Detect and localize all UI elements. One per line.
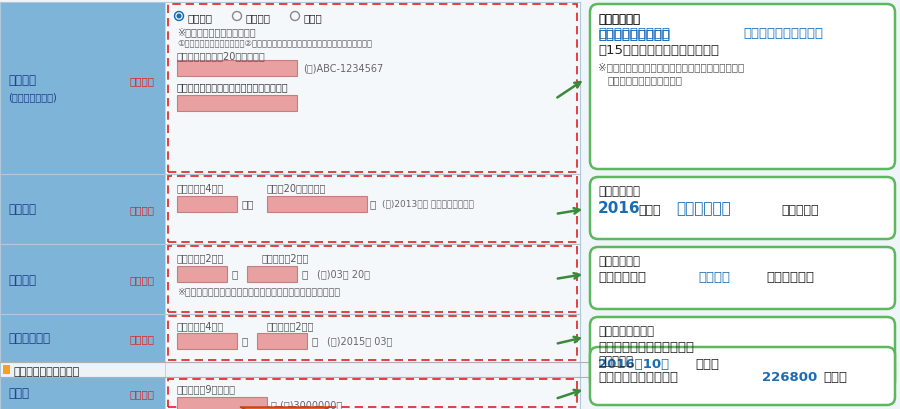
- FancyBboxPatch shape: [590, 317, 895, 389]
- Text: 卒業予定年月: 卒業予定年月: [8, 332, 50, 345]
- Text: 受講料全額（税込）: 受講料全額（税込）: [598, 370, 678, 383]
- Bar: [0, 314, 165, 362]
- Text: 【必須】: 【必須】: [130, 274, 155, 284]
- Text: 【必須】: 【必須】: [130, 76, 155, 86]
- Text: 期: 期: [370, 198, 376, 209]
- Bar: [177, 397, 267, 409]
- Bar: [168, 316, 577, 360]
- Text: ＜半角数字2桁＞: ＜半角数字2桁＞: [262, 252, 310, 262]
- Text: お借入れに関する事項: お借入れに関する事項: [14, 366, 80, 376]
- Text: 2016: 2016: [598, 200, 641, 216]
- Text: その他: その他: [303, 13, 322, 23]
- Text: 学籍番号にチェック: 学籍番号にチェック: [598, 29, 670, 42]
- Bar: [165, 3, 580, 175]
- Polygon shape: [240, 407, 330, 409]
- Text: 【必須】: 【必須】: [130, 333, 155, 343]
- Bar: [165, 245, 580, 314]
- Text: 学籍番号にチェック: 学籍番号にチェック: [598, 29, 670, 42]
- Text: (例)03月 20日: (例)03月 20日: [317, 268, 370, 278]
- Bar: [177, 196, 237, 213]
- Bar: [165, 314, 580, 362]
- Text: 確認のため再度ご入力をお願い致します。: 確認のため再度ご入力をお願い致します。: [177, 82, 289, 92]
- Text: ※「申込番号」は受講申込完了画面および自動返信: ※「申込番号」は受講申込完了画面および自動返信: [598, 62, 744, 72]
- Text: ＜全角20文字以内＞: ＜全角20文字以内＞: [267, 182, 327, 193]
- Text: ＜半角数字2桁＞: ＜半角数字2桁＞: [177, 252, 224, 262]
- Text: 実際の閉講日に関わらず、: 実際の閉講日に関わらず、: [598, 340, 694, 353]
- Circle shape: [176, 14, 182, 20]
- Text: 申込み日より: 申込み日より: [598, 270, 646, 283]
- Bar: [165, 377, 580, 409]
- Bar: [177, 96, 297, 112]
- Bar: [177, 61, 297, 77]
- Text: 日: 日: [301, 268, 307, 278]
- Text: 月: 月: [311, 335, 317, 345]
- Circle shape: [177, 15, 181, 19]
- Text: (例)ABC-1234567: (例)ABC-1234567: [303, 63, 383, 73]
- Bar: [0, 362, 900, 377]
- Circle shape: [175, 12, 184, 21]
- Bar: [0, 3, 165, 175]
- Text: ＜半角英数字記号20文字以内＞: ＜半角英数字記号20文字以内＞: [177, 51, 266, 61]
- Bar: [168, 177, 577, 243]
- Text: ＜半角数字9桁以内＞: ＜半角数字9桁以内＞: [177, 383, 236, 393]
- Text: １週間後: １週間後: [698, 270, 730, 283]
- Bar: [165, 175, 580, 245]
- FancyBboxPatch shape: [590, 347, 895, 405]
- Bar: [0, 245, 165, 314]
- Text: ※「その他」を選択する場合: ※「その他」を選択する場合: [177, 27, 256, 37]
- Text: 納付期限: 納付期限: [8, 273, 36, 286]
- Text: 養成講座通学: 養成講座通学: [676, 200, 731, 216]
- Text: ＜年度・期＞: ＜年度・期＞: [598, 184, 640, 198]
- Text: ＜学籍番号＞: ＜学籍番号＞: [598, 13, 640, 26]
- Text: ※学校より定められている学費納付期限を入力してください。: ※学校より定められている学費納付期限を入力してください。: [177, 286, 340, 295]
- Text: ＜半角数字4桁＞: ＜半角数字4桁＞: [177, 182, 224, 193]
- Text: (例)2015年 03月: (例)2015年 03月: [327, 335, 392, 345]
- Text: ＜半角数字4桁＞: ＜半角数字4桁＞: [177, 320, 224, 330]
- Text: 年度: 年度: [241, 198, 254, 209]
- Text: (例)2013年度 前期／後期／短期: (例)2013年度 前期／後期／短期: [382, 198, 474, 207]
- Bar: [267, 196, 367, 213]
- FancyBboxPatch shape: [590, 247, 895, 309]
- Text: 年: 年: [241, 335, 248, 345]
- Text: （15ケタ）を入力してください: （15ケタ）を入力してください: [598, 44, 719, 57]
- Text: メールに表示されています: メールに表示されています: [608, 75, 683, 85]
- Bar: [0, 175, 165, 245]
- Text: 年度・期: 年度・期: [8, 203, 36, 216]
- FancyBboxPatch shape: [590, 178, 895, 239]
- Bar: [168, 379, 577, 407]
- Text: 学籍番号: 学籍番号: [8, 74, 36, 87]
- Text: 円 (例)3000000円: 円 (例)3000000円: [271, 399, 342, 409]
- Bar: [177, 333, 237, 349]
- Bar: [257, 333, 307, 349]
- Bar: [168, 5, 577, 173]
- Text: ＜学籍番号＞: ＜学籍番号＞: [598, 13, 640, 26]
- Text: 226800: 226800: [762, 370, 817, 383]
- Bar: [3, 365, 10, 374]
- Text: ＜半角数字2桁＞: ＜半角数字2桁＞: [267, 320, 314, 330]
- Text: と入力: と入力: [695, 357, 719, 370]
- FancyBboxPatch shape: [590, 5, 895, 170]
- Text: を入れ、「申込番号」: を入れ、「申込番号」: [743, 27, 823, 40]
- Text: を入力: を入力: [823, 370, 847, 383]
- Text: 【必須】: 【必須】: [130, 388, 155, 398]
- Bar: [0, 377, 165, 409]
- Text: 2016年10月: 2016年10月: [598, 357, 669, 370]
- Text: 学納金: 学納金: [8, 387, 29, 400]
- Text: ＜学納金＞: ＜学納金＞: [598, 354, 633, 367]
- Bar: [247, 266, 297, 282]
- Text: の日付を入力: の日付を入力: [766, 270, 814, 283]
- Text: 年度: 年度: [638, 204, 661, 216]
- Bar: [168, 246, 577, 312]
- Text: 期　と入力: 期 と入力: [781, 204, 818, 216]
- Text: ＜卒業予定年月＞: ＜卒業予定年月＞: [598, 324, 654, 337]
- Text: (または受験番号): (または受験番号): [8, 92, 57, 102]
- Text: 月: 月: [231, 268, 238, 278]
- Text: ＜納付期限＞: ＜納付期限＞: [598, 254, 640, 267]
- Text: 【必須】: 【必須】: [130, 204, 155, 214]
- Text: 学籍番号にチェック: 学籍番号にチェック: [598, 27, 670, 40]
- Text: 受験番号: 受験番号: [245, 13, 270, 23]
- Bar: [177, 266, 227, 282]
- Text: ①学校指定の番号がない場合②学籍番号、受験番号以外の番号の場合（下段に入力）: ①学校指定の番号がない場合②学籍番号、受験番号以外の番号の場合（下段に入力）: [177, 38, 372, 47]
- Text: 学籍番号: 学籍番号: [187, 13, 212, 23]
